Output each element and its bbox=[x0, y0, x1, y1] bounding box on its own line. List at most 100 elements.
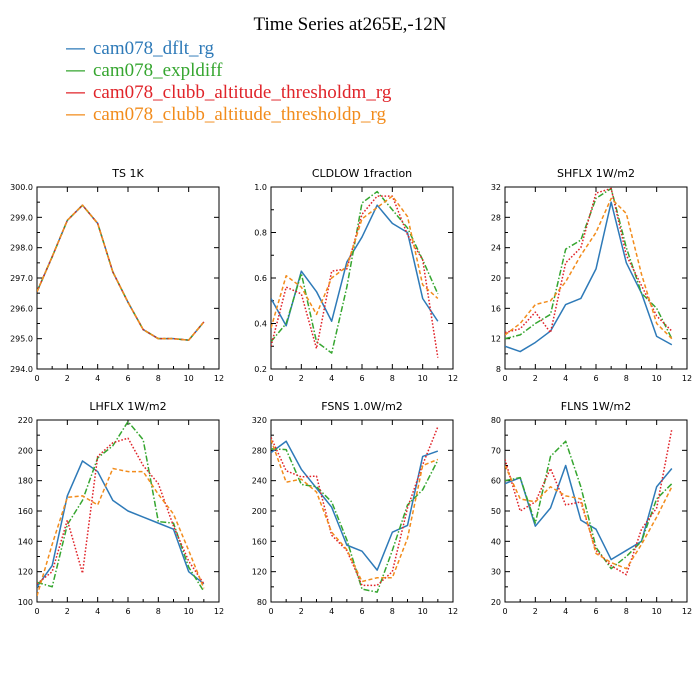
y-tick-label: 299.0 bbox=[10, 213, 33, 222]
y-tick-label: 0.8 bbox=[254, 229, 267, 238]
x-tick-label: 2 bbox=[65, 374, 70, 383]
y-tick-label: 60 bbox=[491, 477, 501, 486]
x-tick-label: 6 bbox=[359, 374, 364, 383]
x-tick-label: 2 bbox=[65, 607, 70, 616]
x-tick-label: 4 bbox=[329, 374, 334, 383]
chart-panel-0: TS 1K 0 2 4 6 8 10 12 294.0 295.0 296.0 297.0 298.0 2… bbox=[10, 167, 224, 383]
y-tick-label: 240 bbox=[252, 477, 267, 486]
legend-item-expldiff: — cam078_expldiff bbox=[66, 60, 391, 82]
x-tick-label: 6 bbox=[593, 607, 598, 616]
x-tick-label: 4 bbox=[563, 374, 568, 383]
y-tick-label: 16 bbox=[491, 304, 501, 313]
y-tick-label: 28 bbox=[491, 213, 501, 222]
chart-panel-1: CLDLOW 1fraction 0 2 4 6 8 10 12 0.2 0.4 0.6 0.8 1.0 bbox=[254, 167, 458, 383]
series-line-2 bbox=[505, 187, 673, 334]
x-tick-label: 12 bbox=[448, 374, 458, 383]
x-tick-label: 0 bbox=[34, 607, 39, 616]
y-tick-label: 50 bbox=[491, 507, 501, 516]
legend-label: cam078_dflt_rg bbox=[93, 38, 215, 59]
series-line-2 bbox=[505, 428, 673, 576]
y-tick-label: 140 bbox=[18, 537, 33, 546]
y-tick-label: 32 bbox=[491, 183, 501, 192]
plot-frame bbox=[504, 419, 688, 603]
plot-frame bbox=[504, 186, 688, 370]
y-tick-label: 20 bbox=[491, 598, 501, 607]
y-tick-label: 70 bbox=[491, 446, 501, 455]
chart-title: FSNS 1.0W/m2 bbox=[321, 400, 403, 413]
x-tick-label: 12 bbox=[682, 374, 692, 383]
y-tick-label: 120 bbox=[18, 568, 33, 577]
x-tick-label: 0 bbox=[502, 607, 507, 616]
legend-swatch: — bbox=[66, 38, 85, 59]
y-tick-label: 120 bbox=[252, 568, 267, 577]
chart-title: SHFLX 1W/m2 bbox=[557, 167, 635, 180]
plot-frame bbox=[270, 419, 454, 603]
series-line-3 bbox=[271, 195, 439, 329]
y-tick-label: 80 bbox=[491, 416, 501, 425]
y-tick-label: 320 bbox=[252, 416, 267, 425]
x-tick-label: 0 bbox=[34, 374, 39, 383]
series-line-3 bbox=[505, 465, 673, 570]
y-tick-label: 200 bbox=[252, 507, 267, 516]
chart-panel-3: LHFLX 1W/m2 0 2 4 6 8 10 12 100 120 140 160 180 200 22… bbox=[18, 400, 224, 616]
plot-frame bbox=[36, 186, 220, 370]
y-tick-label: 180 bbox=[18, 477, 33, 486]
x-tick-label: 2 bbox=[299, 607, 304, 616]
chart-title: FLNS 1W/m2 bbox=[561, 400, 631, 413]
x-tick-label: 4 bbox=[95, 607, 100, 616]
x-tick-label: 6 bbox=[125, 374, 130, 383]
x-tick-label: 12 bbox=[214, 607, 224, 616]
legend-label: cam078_clubb_altitude_thresholdm_rg bbox=[93, 82, 392, 103]
legend-swatch: — bbox=[66, 60, 85, 81]
legend-label: cam078_expldiff bbox=[93, 60, 223, 81]
y-tick-label: 30 bbox=[491, 568, 501, 577]
y-tick-label: 100 bbox=[18, 598, 33, 607]
x-tick-label: 6 bbox=[125, 607, 130, 616]
legend-swatch: — bbox=[66, 104, 85, 125]
series-line-0 bbox=[505, 464, 673, 561]
series-line-3 bbox=[271, 439, 439, 583]
x-tick-label: 6 bbox=[593, 374, 598, 383]
x-tick-label: 8 bbox=[156, 374, 161, 383]
series-line-1 bbox=[271, 448, 439, 593]
legend: — cam078_dflt_rg — cam078_expldiff — cam078… bbox=[66, 38, 391, 126]
legend-label: cam078_clubb_altitude_thresholdp_rg bbox=[93, 104, 387, 125]
y-tick-label: 296.0 bbox=[10, 304, 33, 313]
x-tick-label: 0 bbox=[268, 374, 273, 383]
chart-title: LHFLX 1W/m2 bbox=[89, 400, 166, 413]
series-line-0 bbox=[37, 204, 205, 341]
y-tick-label: 200 bbox=[18, 446, 33, 455]
figure-title: Time Series at265E,-12N bbox=[253, 14, 447, 35]
x-tick-label: 8 bbox=[390, 374, 395, 383]
plot-frame bbox=[270, 186, 454, 370]
x-tick-label: 2 bbox=[533, 374, 538, 383]
series-line-1 bbox=[37, 204, 205, 341]
series-line-1 bbox=[505, 440, 673, 570]
legend-item-dflt: — cam078_dflt_rg bbox=[66, 38, 391, 60]
legend-swatch: — bbox=[66, 82, 85, 103]
x-tick-label: 12 bbox=[448, 607, 458, 616]
chart-panel-5: FLNS 1W/m2 0 2 4 6 8 10 12 20 30 40 50 60 70 80 bbox=[491, 400, 692, 616]
x-tick-label: 0 bbox=[502, 374, 507, 383]
y-tick-label: 0.4 bbox=[254, 320, 267, 329]
x-tick-label: 2 bbox=[533, 607, 538, 616]
x-tick-label: 12 bbox=[682, 607, 692, 616]
x-tick-label: 10 bbox=[184, 607, 194, 616]
x-tick-label: 10 bbox=[184, 374, 194, 383]
y-tick-label: 295.0 bbox=[10, 335, 33, 344]
chart-title: TS 1K bbox=[111, 167, 144, 180]
y-tick-label: 40 bbox=[491, 537, 501, 546]
series-line-1 bbox=[37, 420, 205, 592]
x-tick-label: 8 bbox=[624, 374, 629, 383]
x-tick-label: 10 bbox=[652, 607, 662, 616]
y-tick-label: 297.0 bbox=[10, 274, 33, 283]
series-line-1 bbox=[505, 187, 673, 340]
series-line-3 bbox=[37, 467, 205, 597]
x-tick-label: 4 bbox=[329, 607, 334, 616]
series-line-0 bbox=[37, 460, 205, 588]
y-tick-label: 0.6 bbox=[254, 274, 267, 283]
x-tick-label: 10 bbox=[418, 374, 428, 383]
y-tick-label: 160 bbox=[252, 537, 267, 546]
